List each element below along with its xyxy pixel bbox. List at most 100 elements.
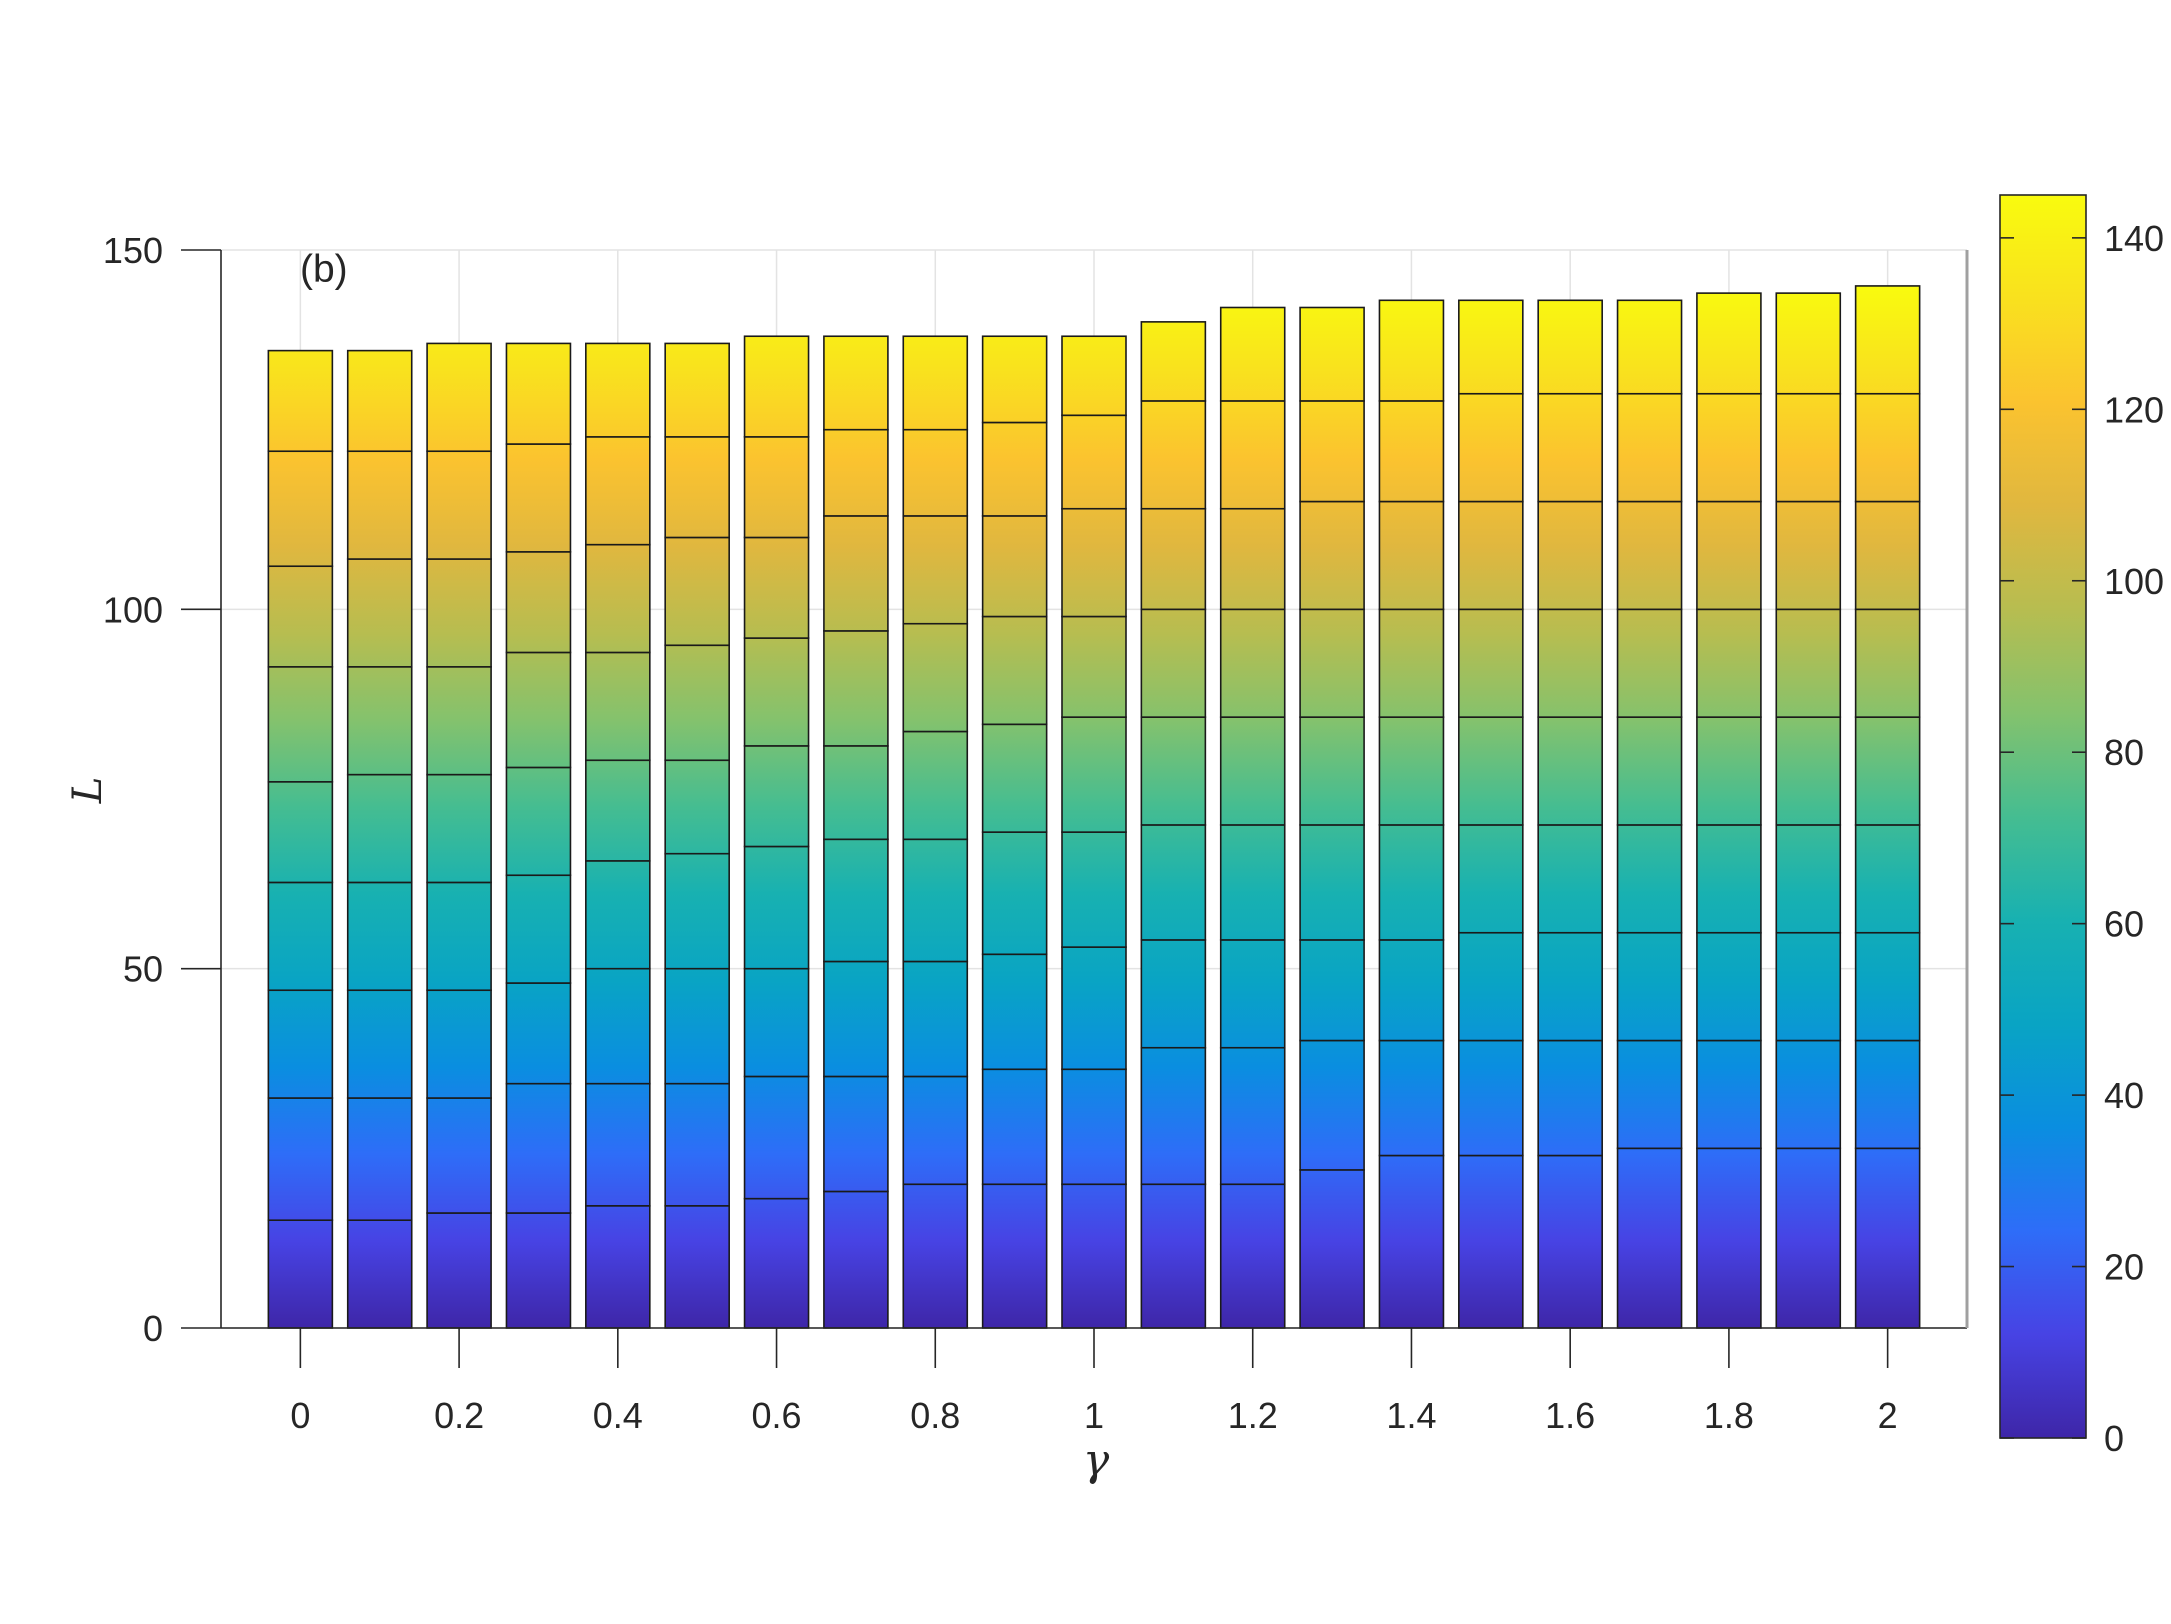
- bar-segment: [1537, 1154, 1603, 1329]
- bar-segment: [1458, 1154, 1524, 1329]
- bar-segment: [1140, 1046, 1207, 1186]
- bar-segment: [823, 335, 889, 431]
- bar-segment: [981, 723, 1048, 833]
- bar-segment: [1378, 939, 1445, 1042]
- bar-segment: [823, 1190, 889, 1329]
- bar-segment: [1378, 500, 1445, 611]
- bar-segment: [823, 515, 889, 632]
- y-tick-label: 150: [103, 230, 163, 271]
- bar-segment: [1219, 306, 1286, 402]
- bar-segment: [585, 967, 651, 1085]
- bar-segment: [585, 342, 651, 438]
- bar-segment: [1458, 500, 1524, 611]
- bar-segment: [902, 515, 969, 625]
- bar-segment: [1775, 931, 1842, 1042]
- bar-segment: [346, 1219, 413, 1329]
- bar-segment: [1140, 400, 1207, 510]
- bar-segment: [664, 967, 730, 1085]
- bar-segment: [1299, 939, 1365, 1042]
- bar-segment: [505, 551, 572, 654]
- bar-segment: [1458, 392, 1524, 503]
- bar-segment: [505, 342, 572, 445]
- bar-segment: [1219, 716, 1286, 826]
- bar-segment: [267, 349, 334, 453]
- bar-segment: [664, 436, 730, 539]
- bar-segment: [1537, 608, 1603, 718]
- x-tick-label: 2: [1878, 1395, 1898, 1436]
- bar-segment: [426, 342, 492, 453]
- bar-segment: [1140, 507, 1207, 611]
- bar-segment: [1219, 608, 1286, 718]
- bar-segment: [664, 644, 730, 762]
- bar-segment: [585, 436, 651, 546]
- bar-segment: [1061, 414, 1127, 510]
- bar-segment: [1140, 824, 1207, 941]
- bar-segment: [1537, 392, 1603, 503]
- bar-segment: [1696, 608, 1762, 718]
- y-tick-label: 100: [103, 589, 163, 630]
- bar-segment: [1140, 716, 1207, 826]
- bar-segment: [902, 622, 969, 733]
- bar-segment: [1299, 1039, 1365, 1171]
- x-tick-label: 0: [290, 1395, 310, 1436]
- bar-segment: [1537, 824, 1603, 934]
- bar-segment: [1775, 716, 1842, 826]
- bar-segment: [823, 630, 889, 747]
- bar-segment: [1378, 1154, 1445, 1329]
- bar-segment: [823, 1075, 889, 1193]
- bar-segment: [823, 838, 889, 963]
- bar-segment: [426, 666, 492, 776]
- colorbar-tick-label: 80: [2104, 732, 2144, 773]
- bar-segment: [902, 838, 969, 963]
- bar-segment: [1854, 285, 1921, 395]
- bar-segment: [1854, 392, 1921, 503]
- bar-segment: [902, 428, 969, 517]
- bar-segment: [1219, 400, 1286, 510]
- x-tick-label: 0.4: [593, 1395, 643, 1436]
- bar-segment: [1378, 608, 1445, 718]
- bar-segment: [346, 450, 413, 560]
- axes: 0 50 100 150 0 0.2 0.4 0.6 0.8 1 1.2 1.4 1.6 1.8 2: [103, 230, 1969, 1436]
- bar-segment: [1775, 608, 1842, 718]
- bar-segment: [1616, 716, 1683, 826]
- bar-segment: [505, 651, 572, 769]
- bar-segment: [505, 1082, 572, 1214]
- bar-segment: [505, 766, 572, 877]
- bar-segment: [1775, 292, 1842, 395]
- bar-segment: [346, 989, 413, 1099]
- colorbar-tick-label: 120: [2104, 389, 2164, 430]
- bar-segment: [1299, 306, 1365, 402]
- bar-segment: [1219, 824, 1286, 941]
- bar-segment: [1299, 1169, 1365, 1329]
- bar-segment: [1140, 321, 1207, 402]
- bar-segment: [1378, 716, 1445, 826]
- colorbar: 0 20 40 60 80 100 120 140: [1999, 194, 2164, 1459]
- bar-segment: [1061, 716, 1127, 833]
- x-tick-label: 0.2: [434, 1395, 484, 1436]
- bar-segment: [1616, 608, 1683, 718]
- bar-segment: [1616, 392, 1683, 503]
- bar-segment: [1696, 1039, 1762, 1150]
- colorbar-tick-label: 60: [2104, 904, 2144, 945]
- bar-segment: [267, 1219, 334, 1329]
- bar-segment: [1061, 335, 1127, 417]
- bar-segment: [664, 536, 730, 647]
- bar-segment: [267, 666, 334, 783]
- bar-segment: [1696, 716, 1762, 826]
- bar-segment: [1696, 824, 1762, 934]
- bar-segment: [1061, 507, 1127, 618]
- bar-segment: [1299, 824, 1365, 941]
- x-tick-label: 1: [1084, 1395, 1104, 1436]
- bar-segment: [1616, 1039, 1683, 1150]
- bar-segment: [1458, 931, 1524, 1042]
- bar-segment: [981, 515, 1048, 618]
- bar-segment: [1696, 392, 1762, 503]
- y-axis-label: L: [65, 777, 111, 805]
- bar-segment: [346, 558, 413, 668]
- bar-segment: [1696, 1147, 1762, 1329]
- x-tick-label: 1.8: [1704, 1395, 1754, 1436]
- bar-segment: [426, 773, 492, 884]
- bar-segment: [1378, 299, 1445, 402]
- bar-segment: [585, 651, 651, 762]
- bar-segment: [1696, 292, 1762, 395]
